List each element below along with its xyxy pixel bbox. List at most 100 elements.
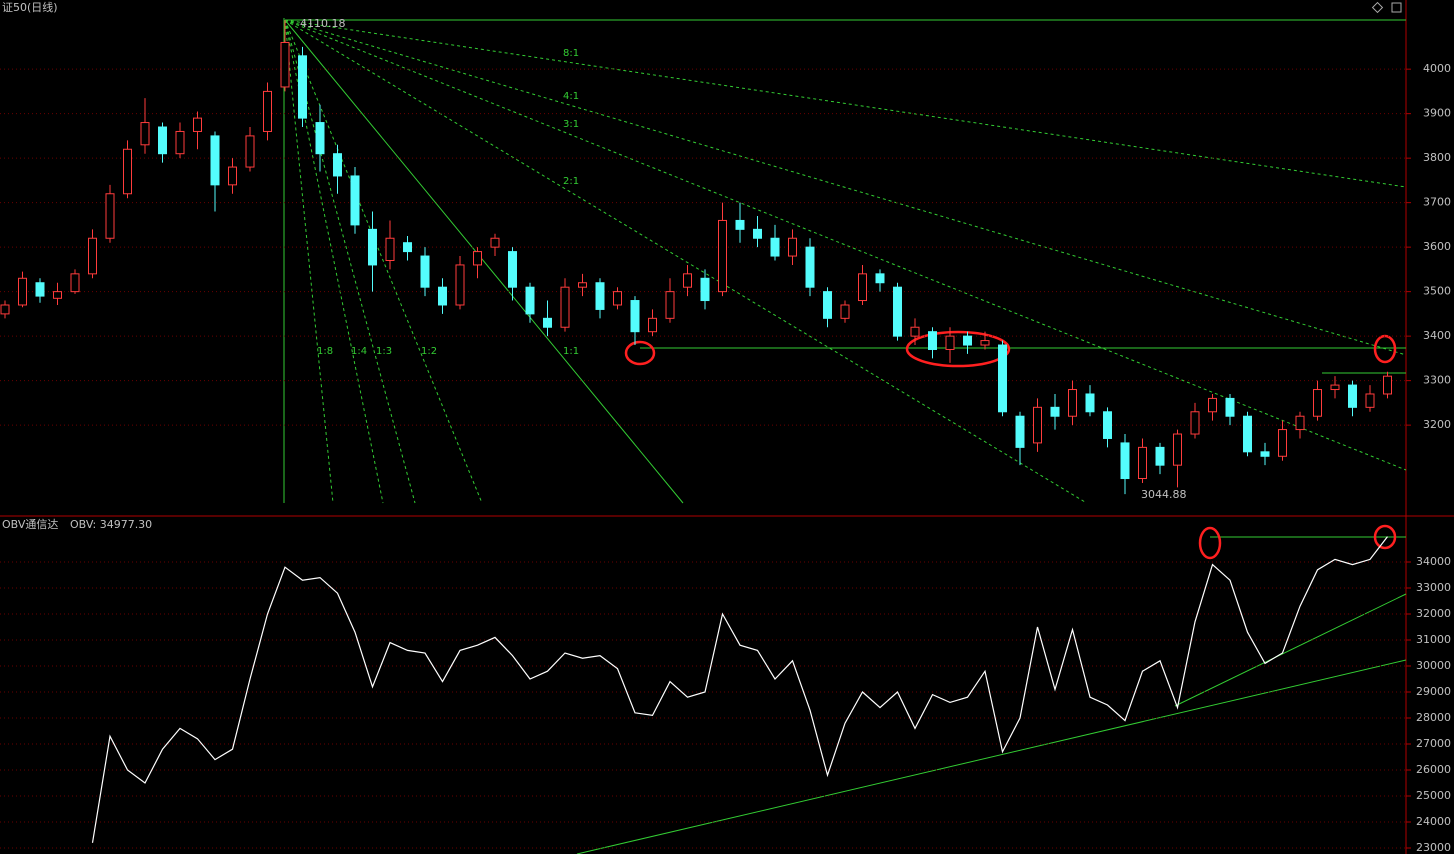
candle-body: [823, 291, 832, 319]
candle-body: [105, 193, 115, 239]
candle-body: [158, 126, 167, 155]
candle-body: [228, 166, 237, 186]
candle-body: [123, 148, 132, 195]
candle-body: [438, 286, 447, 306]
candle-body: [1208, 397, 1217, 413]
candle-body: [543, 317, 552, 328]
y-tick-label: 3700: [1423, 196, 1451, 209]
candle-body: [0, 304, 10, 315]
indicator-value: OBV: 34977.30: [70, 518, 152, 531]
candle-body: [735, 219, 745, 230]
fan-line: [284, 19, 416, 504]
candle-body: [1033, 406, 1042, 444]
candle-body: [1383, 375, 1392, 395]
candle-body: [525, 286, 535, 315]
candle-body: [945, 335, 955, 350]
fan-label: 1:4: [351, 346, 367, 357]
fan-line: [284, 19, 684, 504]
y-tick-label: 3500: [1423, 285, 1451, 298]
candle-body: [508, 251, 517, 288]
y-tick-label: 4000: [1423, 62, 1451, 75]
y-tick-label: 30000: [1416, 659, 1451, 672]
candle-body: [1138, 446, 1147, 480]
candle-body: [1295, 415, 1305, 431]
candle-body: [648, 317, 657, 333]
candle-body: [298, 55, 307, 119]
candle-body: [840, 304, 850, 319]
candle-body: [788, 237, 797, 257]
y-tick-label: 3600: [1423, 240, 1451, 253]
y-tick-label: 25000: [1416, 789, 1451, 802]
candle-body: [980, 340, 990, 346]
highlight: [905, 330, 1011, 368]
chart-title: 证50(日线): [2, 0, 58, 14]
candle-body: [455, 264, 465, 306]
candle-body: [350, 175, 360, 226]
y-tick-label: 3800: [1423, 151, 1451, 164]
candle-body: [88, 237, 97, 275]
candle-body: [245, 135, 255, 168]
candle-body: [560, 286, 570, 328]
candle-body: [1278, 429, 1287, 457]
gann-fan: 8:1 4:1 3:1 2:1 1:1 1:2 1:3 1:4 1:8: [283, 18, 1407, 504]
candle-body: [630, 300, 640, 333]
y-tick-label: 23000: [1416, 841, 1451, 854]
fan-label: 1:2: [421, 346, 437, 357]
y-tick-label: 29000: [1416, 685, 1451, 698]
trend-line: [576, 659, 1407, 854]
candle-body: [210, 135, 220, 186]
candle-body: [683, 273, 692, 288]
candle-body: [1243, 415, 1252, 453]
obv-trend: [576, 524, 1407, 854]
candle-body: [1348, 384, 1357, 408]
highlight: [1373, 524, 1397, 550]
y-tick-label: 33000: [1416, 581, 1451, 594]
candle-body: [403, 242, 412, 253]
candle-body: [1103, 411, 1112, 439]
y-tick-label: 3300: [1423, 374, 1451, 387]
obv-line: [91, 536, 1388, 843]
y-tick-label: 3900: [1423, 107, 1451, 120]
y-tick-label: 3200: [1423, 418, 1451, 431]
candle-body: [420, 255, 430, 288]
highlight: [624, 340, 656, 366]
candle-body: [490, 237, 500, 248]
trend-line: [1174, 593, 1407, 707]
candle-body: [1365, 393, 1375, 408]
candle-body: [263, 90, 272, 132]
fan-label: 8:1: [563, 48, 579, 59]
candle-body: [1015, 415, 1025, 448]
candle-body: [368, 228, 377, 266]
candle-body: [753, 228, 762, 239]
candle-body: [1155, 446, 1165, 466]
icon[interactable]: [1371, 1, 1384, 14]
candle-body: [1173, 433, 1182, 466]
candle-body: [875, 273, 885, 284]
candle-body: [718, 219, 727, 293]
candle-body: [1068, 389, 1077, 417]
y-tick-label: 28000: [1416, 711, 1451, 724]
candle-body: [18, 277, 27, 306]
candle-body: [858, 273, 867, 302]
candle-body: [1330, 384, 1340, 391]
highlight: [1198, 526, 1222, 560]
candle-body: [333, 153, 342, 177]
candle-body: [280, 41, 290, 88]
candle-body: [893, 286, 902, 337]
candle-body: [613, 291, 622, 306]
candle-body: [928, 331, 937, 350]
icon[interactable]: [1391, 2, 1402, 13]
candle-body: [1050, 406, 1060, 417]
candle-body: [70, 273, 80, 293]
candle-body: [140, 122, 150, 146]
candle-body: [998, 344, 1007, 413]
fan-label: 4:1: [563, 91, 579, 102]
candle-body: [963, 335, 972, 346]
fan-line: [284, 19, 483, 504]
y-tick-label: 34000: [1416, 555, 1451, 568]
fan-line: [284, 19, 334, 504]
y-tick-label: 31000: [1416, 633, 1451, 646]
fan-label: 1:3: [376, 346, 392, 357]
